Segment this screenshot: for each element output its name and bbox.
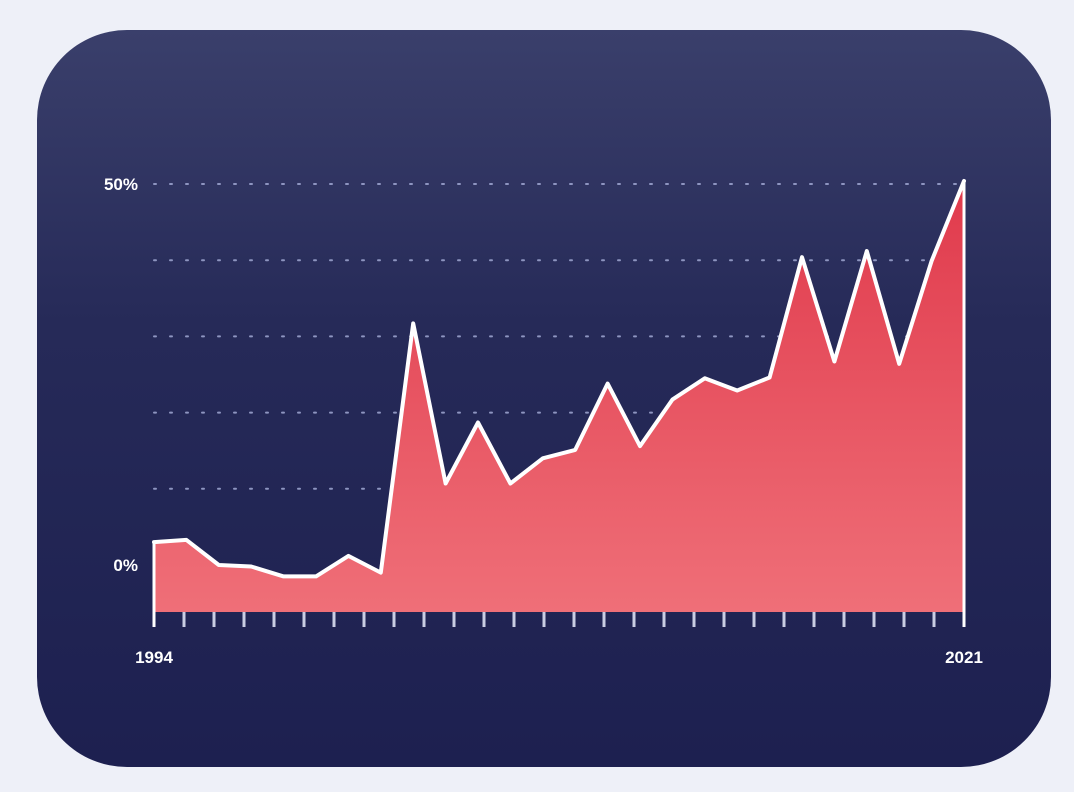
x-tick-label-end: 2021 <box>945 648 983 667</box>
area-fill <box>154 181 964 612</box>
y-tick-label-0: 0% <box>113 556 138 575</box>
area-chart: 50% 0% 1994 2021 <box>104 175 983 667</box>
x-ticks <box>152 612 966 627</box>
series-line <box>152 179 966 579</box>
x-tick-label-start: 1994 <box>135 648 173 667</box>
series-line-layer <box>152 179 966 627</box>
area-fill-layer <box>154 181 964 612</box>
axis-labels: 50% 0% 1994 2021 <box>104 175 983 667</box>
y-tick-label-50: 50% <box>104 175 138 194</box>
chart-card: 50% 0% 1994 2021 <box>37 30 1051 767</box>
